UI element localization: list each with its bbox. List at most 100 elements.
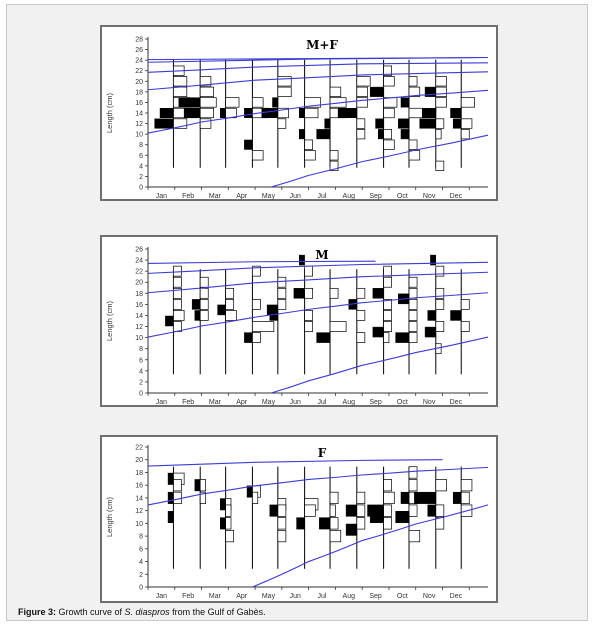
histogram-bar-open [225,310,237,321]
histogram-bar-open [173,86,188,97]
histogram-bar-filled [244,107,253,119]
caption-species: S. diaspros [124,607,170,617]
histogram-bar-open [383,479,392,492]
histogram-bar-filled [261,107,279,119]
histogram-bar-filled [293,288,305,299]
histogram-bar-open [304,107,319,119]
histogram-bar-open [408,310,418,321]
histogram-bar-open [173,287,182,299]
histogram-bar-open [173,479,182,492]
y-tick-label: 14 [135,313,143,320]
y-tick-label: 2 [139,379,143,386]
histogram-bar-filled [452,491,462,504]
histogram-bar-open [460,97,475,108]
histogram-bar-open [356,504,366,517]
histogram-bar-open [356,310,366,321]
histogram-bar-open [277,504,287,517]
histogram-bar-open [383,76,395,87]
histogram-bar-filled [422,107,437,119]
y-tick-label: 2 [139,174,143,181]
histogram-bar-filled [159,107,174,119]
histogram-bar-filled [430,254,437,266]
y-tick-label: 20 [135,457,143,464]
x-tick-label-jul: Jul [318,399,327,406]
histogram-bar-open [408,321,418,332]
histogram-bar-open [173,321,182,332]
histogram-bar-open [173,265,182,277]
histogram-bar-open [225,517,232,530]
x-tick-label-aug: Aug [343,399,356,406]
histogram-bar-open [252,265,261,277]
histogram-bar-open [329,491,339,504]
y-axis-label: Length (cm) [105,92,114,133]
x-tick-label-sep: Sep [369,593,382,600]
histogram-bar-open [383,97,398,108]
histogram-bar-open [329,321,347,332]
growth-curve-2 [271,134,489,188]
histogram-bar-open [304,97,322,108]
y-axis-label: Length (cm) [105,300,114,341]
histogram-bar-open [356,491,366,504]
histogram-bar-filled [299,107,305,119]
x-tick-label-jun: Jun [290,399,301,406]
y-tick-label: 0 [139,185,143,192]
y-tick-label: 18 [135,89,143,96]
histogram-bar-filled [244,332,253,343]
histogram-bar-filled [345,504,358,517]
histogram-bar-open [383,491,395,504]
y-tick-label: 24 [135,258,143,265]
histogram-bar-open [252,321,275,332]
chart-title: F [318,446,327,460]
histogram-bar-open [225,97,240,108]
y-tick-label: 22 [135,269,143,276]
histogram-bar-open [356,76,371,87]
histogram-bar-open [173,491,182,504]
x-tick-label-may: May [262,193,276,200]
histogram-bar-open [277,530,287,543]
histogram-bar-open [173,76,188,87]
y-tick-label: 10 [135,521,143,528]
histogram-bar-filled [194,479,201,492]
histogram-bar-open [277,287,287,299]
x-tick-label-sep: Sep [369,399,382,406]
histogram-bar-open [277,76,292,87]
caption-label: Figure 3: [18,607,57,617]
histogram-bar-filled [217,304,226,316]
histogram-bar-open [408,299,418,310]
histogram-bar-filled [272,97,279,108]
histogram-bar-filled [395,332,410,343]
histogram-bar-open [225,287,235,299]
y-tick-label: 28 [135,37,143,44]
histogram-bar-open [435,287,445,299]
histogram-bar-open [199,97,217,108]
x-tick-label-oct: Oct [397,399,408,406]
x-tick-label-may: May [262,399,276,406]
histogram-bar-open [199,310,209,321]
histogram-bar-filled [191,299,201,310]
chart-title: M+F [306,38,338,52]
x-tick-label-mar: Mar [209,593,222,600]
histogram-bar-open [199,479,206,492]
x-tick-label-apr: Apr [236,593,248,600]
histogram-bar-filled [220,498,226,511]
histogram-bar-open [304,310,313,321]
histogram-bar-open [329,287,339,299]
histogram-bar-open [225,530,235,543]
x-tick-label-may: May [262,593,276,600]
histogram-bar-open [408,150,421,161]
histogram-bar-open [435,129,442,140]
histogram-bar-filled [452,118,462,129]
x-tick-label-jan: Jan [156,193,167,200]
y-tick-label: 12 [135,508,143,515]
growth-curve-5 [147,260,376,264]
histogram-bar-open [460,299,470,310]
histogram-bar-open [199,287,209,299]
growth-curve-1 [147,89,489,134]
x-tick-label-feb: Feb [182,399,194,406]
y-tick-label: 8 [139,346,143,353]
histogram-bar-filled [345,523,358,536]
growth-curve-3 [147,71,489,91]
histogram-bar-filled [337,107,358,119]
growth-curve-6 [147,56,489,61]
histogram-bar-filled [395,511,410,523]
